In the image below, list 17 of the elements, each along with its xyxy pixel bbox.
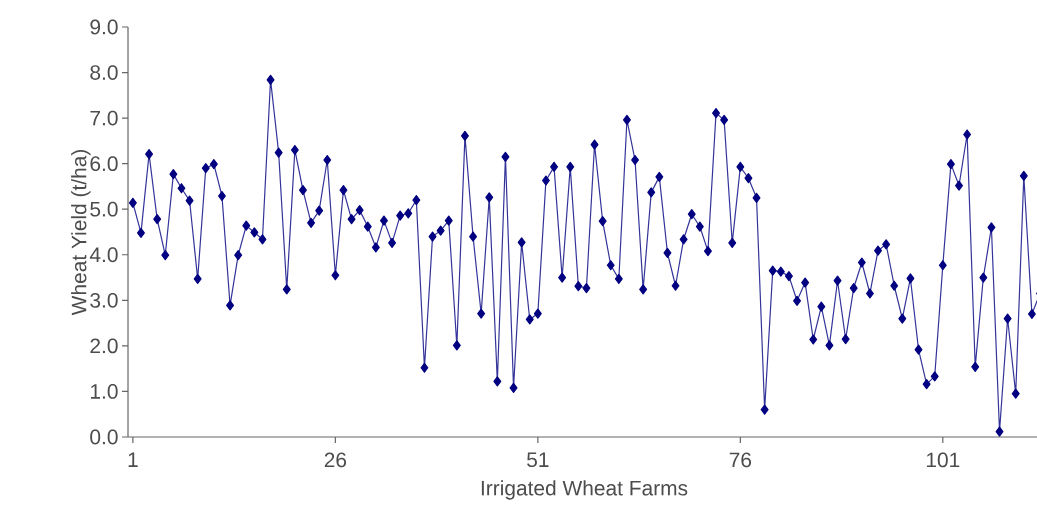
y-tick-label: 5.0 xyxy=(90,201,118,217)
y-tick-label: 0.0 xyxy=(90,429,118,445)
x-tick-label: 101 xyxy=(926,452,960,468)
y-tick-label: 3.0 xyxy=(90,292,118,308)
y-tick-label: 1.0 xyxy=(91,384,118,399)
y-tick-label: 6.0 xyxy=(90,156,118,172)
y-axis-title: Wheat Yield (t/ha) xyxy=(71,149,91,316)
y-tick-label: 9.0 xyxy=(90,19,118,35)
x-tick-label: 76 xyxy=(729,452,752,468)
y-tick-label: 2.0 xyxy=(90,338,118,354)
x-axis-title: Irrigated Wheat Farms xyxy=(481,480,688,500)
x-tick-label: 26 xyxy=(324,452,347,468)
y-tick-label: 8.0 xyxy=(90,65,118,80)
y-tick-label: 4.0 xyxy=(89,247,118,263)
x-tick-label: 1 xyxy=(128,452,138,467)
x-tick-label: 51 xyxy=(527,452,549,468)
y-tick-label: 7.0 xyxy=(90,110,118,126)
